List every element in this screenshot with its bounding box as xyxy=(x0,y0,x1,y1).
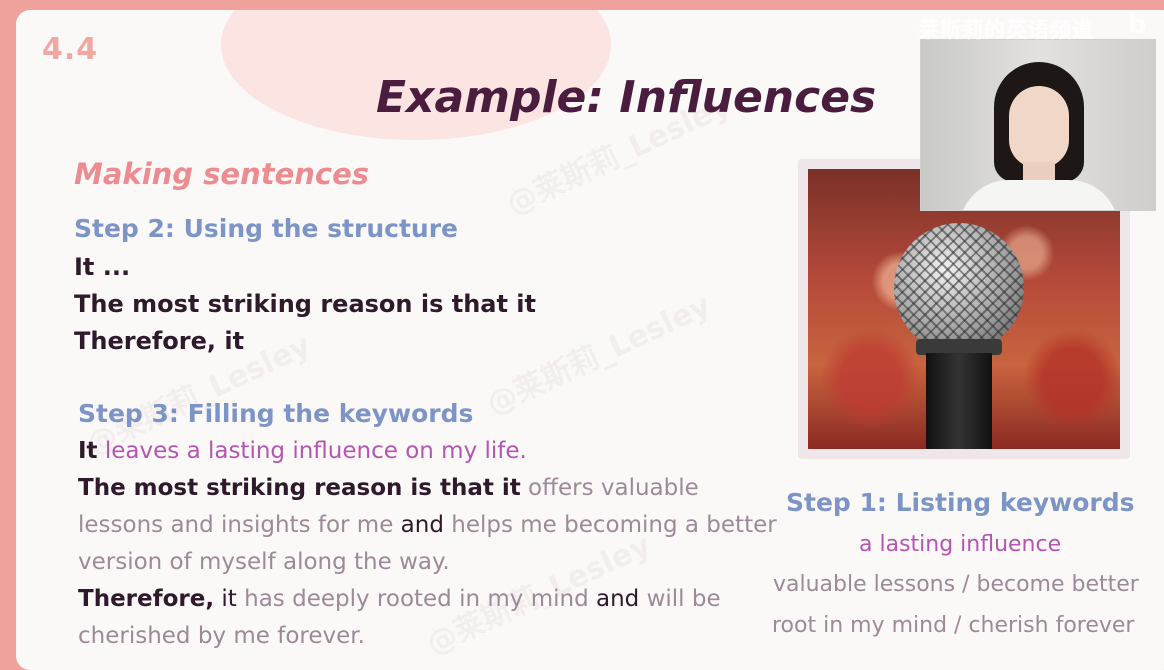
step3-heading: Step 3: Filling the keywords xyxy=(78,399,474,428)
slide-title: Example: Influences xyxy=(376,72,877,123)
sentence-text: has deeply rooted in my mind xyxy=(236,586,596,612)
sentence-text: offers valuable lessons and insights for… xyxy=(78,475,699,538)
slide-number: 4.4 xyxy=(42,32,99,67)
microphone-photo xyxy=(808,169,1120,449)
sentence-text: helps me becoming a better version of my… xyxy=(78,512,777,575)
step1-line-2: valuable lessons / become better xyxy=(773,572,1139,597)
presenter-face xyxy=(1009,86,1069,168)
keyword-phrase: leaves a lasting influence on my life. xyxy=(97,438,527,464)
sentence-subject: it xyxy=(214,586,237,612)
sentence-lead: The most striking reason is that it xyxy=(78,475,521,501)
conjunction: and xyxy=(400,512,444,538)
sentence-lead: Therefore, xyxy=(78,586,215,612)
conjunction: and xyxy=(595,586,640,612)
webcam-overlay xyxy=(920,39,1156,211)
microphone-photo-frame xyxy=(798,159,1130,459)
sentence-text: will be cherished by me forever. xyxy=(78,586,721,649)
section-subtitle: Making sentences xyxy=(74,157,370,191)
step3-sentence-2: The most striking reason is that it offe… xyxy=(78,470,778,581)
microphone-icon xyxy=(894,223,1024,353)
channel-watermark: 莱斯莉的英语频道 xyxy=(918,18,1094,42)
step2-heading: Step 2: Using the structure xyxy=(74,214,458,243)
sentence-lead: It xyxy=(78,438,98,464)
presenter-shirt xyxy=(959,180,1119,210)
step1-line-3: root in my mind / cherish forever xyxy=(772,613,1135,638)
microphone-band xyxy=(916,339,1002,355)
step2-line-1: It ... xyxy=(74,253,131,281)
step3-sentence-3: Therefore, it has deeply rooted in my mi… xyxy=(78,581,778,655)
step3-sentence-1: It leaves a lasting influence on my life… xyxy=(78,433,778,470)
step1-keyword: a lasting influence xyxy=(859,532,1062,557)
microphone-handle xyxy=(926,353,992,449)
step2-line-2: The most striking reason is that it xyxy=(74,290,536,318)
step2-line-3: Therefore, it xyxy=(74,327,245,355)
step1-heading: Step 1: Listing keywords xyxy=(786,488,1135,517)
bilibili-icon: b xyxy=(1128,10,1147,40)
